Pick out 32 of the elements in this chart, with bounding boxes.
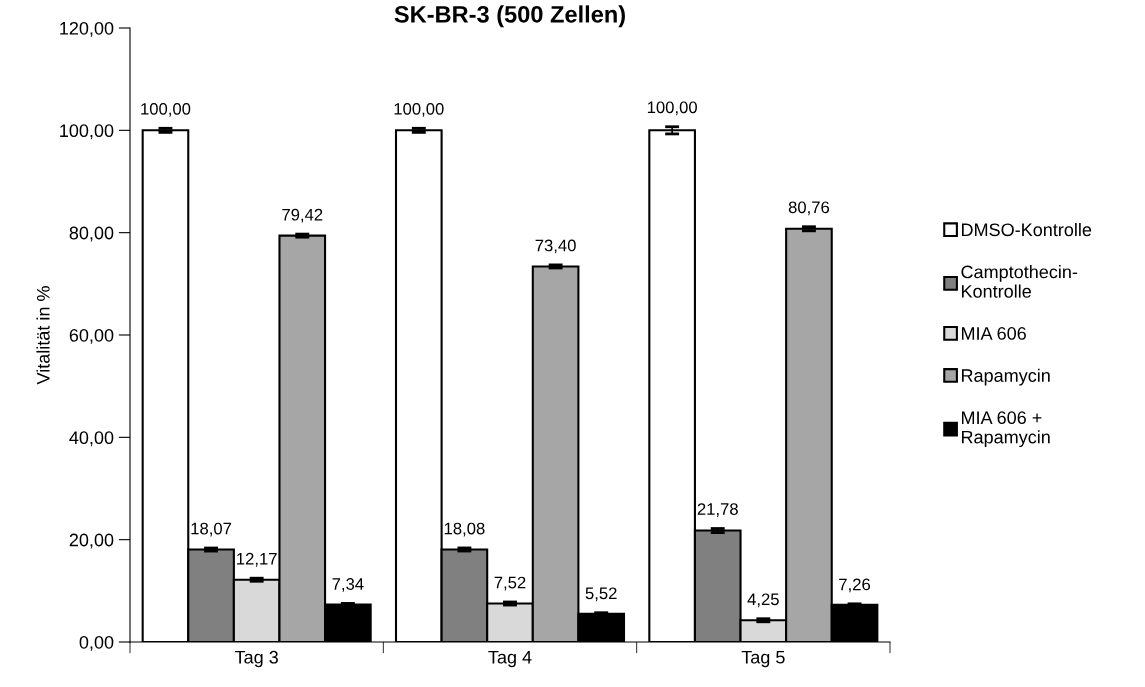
legend-label: DMSO-Kontrolle <box>961 222 1092 237</box>
data-label: 12,17 <box>237 552 277 567</box>
y-tick-label: 40,00 <box>69 431 114 447</box>
data-label: 7,34 <box>332 578 364 592</box>
data-label: 7,52 <box>494 576 526 591</box>
data-label: 18,08 <box>444 522 485 537</box>
y-tick-label: 120,00 <box>60 21 114 37</box>
y-tick-label: 60,00 <box>69 328 114 344</box>
data-label: 21,78 <box>697 503 738 517</box>
data-label: 100,00 <box>394 102 444 117</box>
legend-label: MIA 606 <box>961 327 1026 340</box>
x-tick-label: Tag 3 <box>234 650 278 668</box>
data-label: 80,76 <box>788 201 830 216</box>
y-axis-title: Vitalität in % <box>36 286 50 385</box>
x-tick-label: Tag 4 <box>488 651 532 668</box>
chart-title: SK-BR-3 (500 Zellen) <box>394 5 625 28</box>
data-label: 100,00 <box>141 102 191 117</box>
y-tick-label: 80,00 <box>69 226 114 242</box>
data-label: 73,40 <box>535 239 576 254</box>
legend-label: Rapamycin <box>961 368 1050 386</box>
y-tick-label: 0,00 <box>79 635 114 651</box>
y-tick-label: 20,00 <box>69 533 114 549</box>
y-tick-label: 100,00 <box>60 124 114 140</box>
legend-label: MIA 606 + Rapamycin <box>961 411 1050 448</box>
data-label: 4,25 <box>747 593 779 608</box>
legend-label: Camptothecin- Kontrolle <box>961 265 1078 298</box>
data-label: 5,52 <box>585 587 617 602</box>
x-tick-label: Tag 5 <box>741 651 785 668</box>
data-label: 18,07 <box>191 522 232 537</box>
data-label: 7,26 <box>839 578 871 593</box>
data-label: 100,00 <box>647 101 697 116</box>
data-label: 79,42 <box>282 208 323 223</box>
